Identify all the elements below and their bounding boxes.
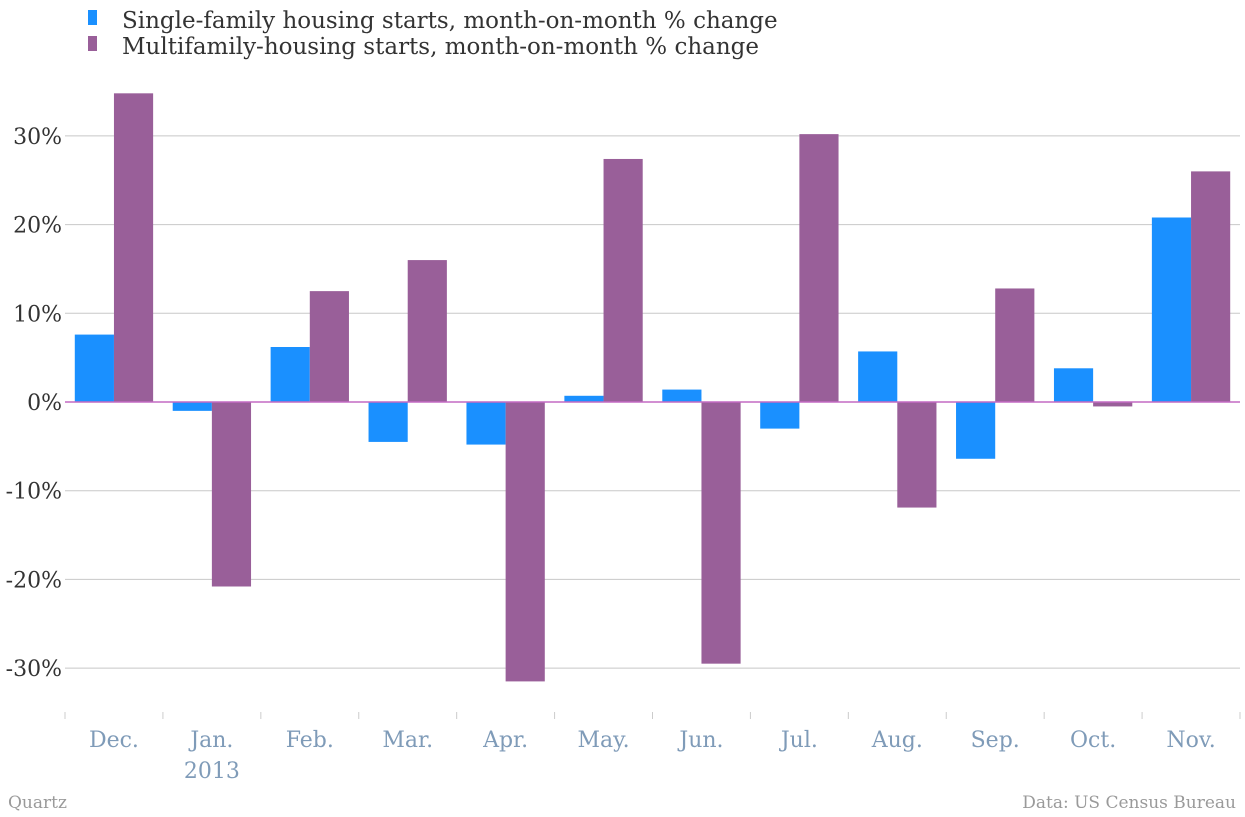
x-tick-sublabel: 2013 (184, 759, 240, 784)
legend-swatch-multifamily (88, 36, 97, 51)
legend-label-multifamily: Multifamily-housing starts, month-on-mon… (122, 34, 759, 60)
y-tick-label: -10% (6, 480, 62, 505)
x-tick-label: Mar. (382, 728, 433, 753)
footer-publisher: Quartz (8, 793, 67, 813)
bar-single-family-aug (858, 351, 898, 402)
bar-multifamily-apr (505, 402, 545, 682)
bar-single-family-jun (662, 389, 702, 402)
bar-multifamily-oct (1093, 402, 1133, 407)
bar-multifamily-nov (1191, 171, 1231, 402)
y-tick-label: -30% (6, 657, 62, 682)
x-tick-label: Jul. (779, 728, 818, 753)
bar-single-family-jul (760, 402, 800, 429)
bar-single-family-oct (1053, 368, 1094, 402)
x-tick-label: Jun. (677, 728, 723, 753)
x-tick-label: Oct. (1070, 728, 1116, 753)
x-tick-label: Aug. (871, 728, 923, 753)
x-tick-label: Apr. (482, 728, 528, 753)
x-tick-label: May. (577, 728, 629, 753)
bar-single-family-nov (1151, 217, 1192, 402)
bar-multifamily-mar (407, 260, 447, 402)
bar-multifamily-dec (113, 93, 154, 402)
y-tick-label: 30% (13, 125, 62, 150)
y-tick-label: 20% (13, 214, 62, 239)
bar-multifamily-aug (897, 402, 937, 508)
y-tick-label: 10% (13, 302, 62, 327)
bar-single-family-feb (270, 347, 310, 402)
legend-swatch-single-family (88, 10, 97, 25)
bar-single-family-may (564, 395, 604, 402)
bar-multifamily-sep (995, 288, 1035, 402)
bar-multifamily-jun (701, 402, 741, 664)
bar-multifamily-jan (211, 402, 252, 587)
bar-multifamily-feb (309, 291, 349, 402)
bar-single-family-dec (74, 334, 114, 402)
bar-single-family-apr (466, 402, 506, 445)
x-tick-label: Dec. (89, 728, 139, 753)
legend-label-single-family: Single-family housing starts, month-on-m… (122, 8, 778, 34)
x-tick-label: Sep. (971, 728, 1020, 753)
bar-multifamily-may (603, 158, 643, 402)
x-tick-label: Feb. (286, 728, 334, 753)
y-tick-label: 0% (27, 391, 62, 416)
y-tick-label: -20% (6, 568, 62, 593)
footer-source: Data: US Census Bureau (1022, 793, 1236, 813)
x-tick-label: Nov. (1166, 728, 1215, 753)
bar-multifamily-jul (799, 134, 839, 402)
bar-single-family-jan (172, 402, 212, 411)
bar-single-family-sep (956, 402, 996, 459)
bar-single-family-mar (368, 402, 408, 442)
x-tick-label: Jan. (188, 728, 233, 753)
